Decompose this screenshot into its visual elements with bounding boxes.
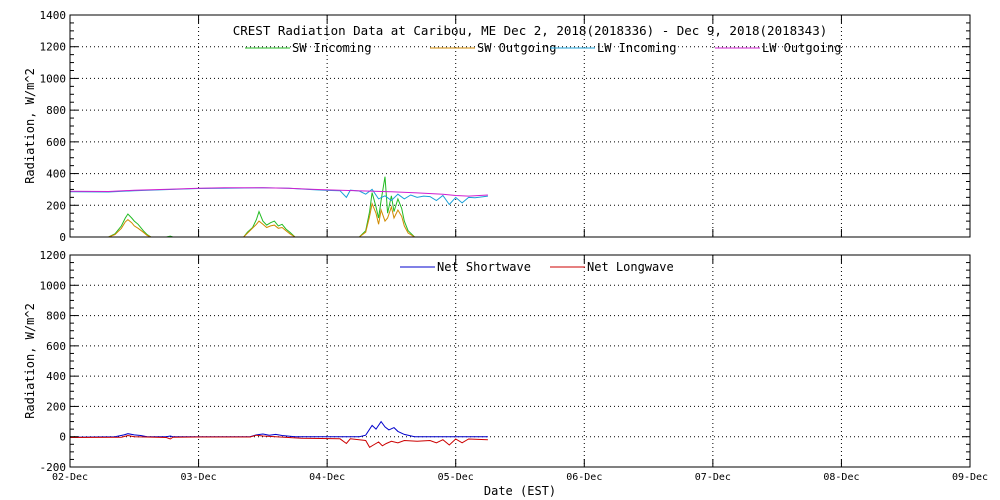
bottom-grid	[70, 255, 970, 467]
series-line-sw-incoming	[108, 176, 418, 238]
x-tick-label: 05-Dec	[438, 472, 474, 483]
y-tick-label: 1200	[40, 249, 67, 262]
chart-title: CREST Radiation Data at Caribou, ME Dec …	[233, 23, 828, 38]
bottom-legend: Net Shortwave Net Longwave	[400, 260, 674, 274]
x-tick-label: 09-Dec	[952, 472, 988, 483]
y-tick-label: 200	[46, 400, 66, 413]
bottom-ticks: -200 0 200 400 600 800 1000 1200	[40, 249, 971, 474]
y-tick-label: 400	[46, 370, 66, 383]
top-y-axis-label: Radiation, W/m^2	[23, 68, 37, 184]
y-tick-label: 1200	[40, 41, 67, 54]
y-tick-label: 600	[46, 136, 66, 149]
legend-label: SW Outgoing	[477, 41, 556, 55]
legend-label: Net Longwave	[587, 260, 674, 274]
bottom-y-axis-label: Radiation, W/m^2	[23, 303, 37, 419]
top-panel: 0 200 400 600 800 1000 1200 1400 CREST Radiatio…	[23, 9, 971, 244]
y-tick-label: 1000	[40, 72, 67, 85]
x-tick-labels: 02-Dec 03-Dec 04-Dec 05-Dec 06-Dec 07-Dec 08-D…	[52, 472, 988, 483]
y-tick-label: 200	[46, 199, 66, 212]
x-tick-label: 02-Dec	[52, 472, 88, 483]
legend-label: LW Incoming	[597, 41, 676, 55]
bottom-plot-frame	[69, 254, 971, 468]
y-tick-label: 400	[46, 168, 66, 181]
y-tick-label: 0	[59, 231, 66, 244]
bottom-series	[69, 420, 488, 448]
legend-label: Net Shortwave	[437, 260, 531, 274]
x-tick-label: 03-Dec	[181, 472, 217, 483]
legend-label: LW Outgoing	[762, 41, 841, 55]
x-tick-label: 04-Dec	[309, 472, 345, 483]
y-tick-label: 600	[46, 340, 66, 353]
top-grid	[70, 15, 970, 237]
series-line-net-shortwave	[69, 420, 488, 438]
x-tick-label: 08-Dec	[823, 472, 859, 483]
legend-label: SW Incoming	[292, 41, 371, 55]
x-axis-label: Date (EST)	[484, 484, 556, 498]
y-tick-label: 1400	[40, 9, 67, 22]
series-line-lw-outgoing	[69, 187, 488, 197]
top-ticks: 0 200 400 600 800 1000 1200 1400	[40, 9, 971, 244]
y-tick-label: 1000	[40, 279, 67, 292]
y-tick-label: 800	[46, 310, 66, 323]
y-tick-label: 800	[46, 104, 66, 117]
x-tick-label: 07-Dec	[695, 472, 731, 483]
top-series	[69, 176, 488, 238]
series-line-sw-outgoing	[108, 201, 415, 238]
y-tick-label: 0	[59, 431, 66, 444]
y-tick-label: -200	[40, 461, 67, 474]
x-tick-label: 06-Dec	[566, 472, 602, 483]
top-legend: SW Incoming SW Outgoing LW Incoming LW Outg…	[245, 41, 841, 55]
series-line-net-longwave	[69, 434, 488, 448]
